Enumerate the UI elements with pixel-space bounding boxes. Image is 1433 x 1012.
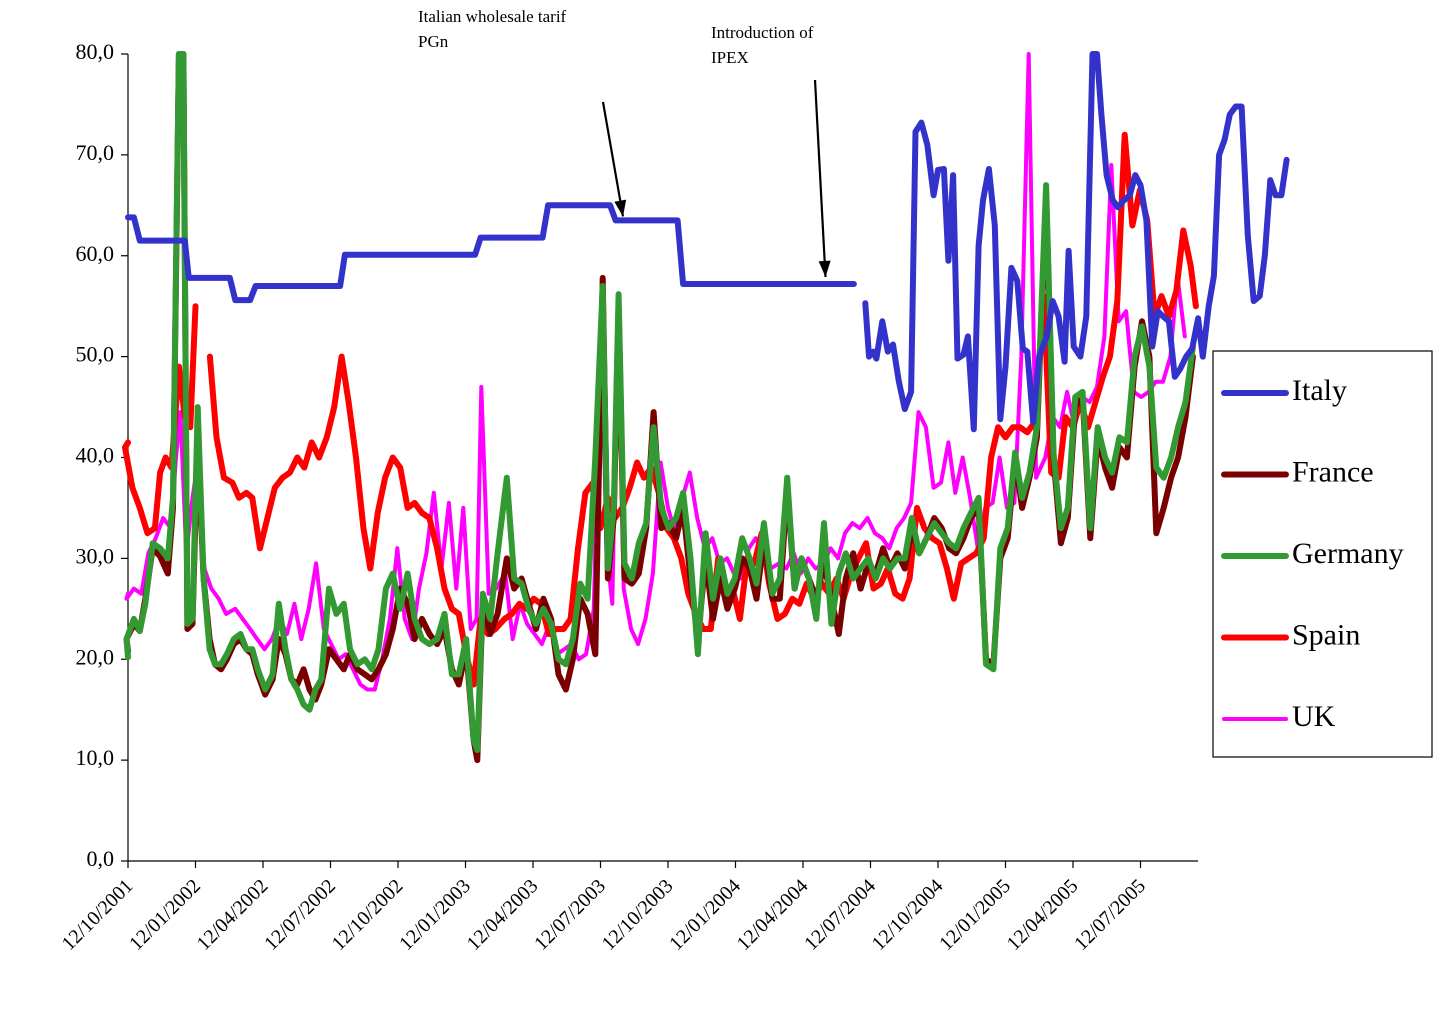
x-tick-label: 12/10/2003 xyxy=(598,875,678,955)
annotation-layer: Italian wholesale tarif PGn Introduction o… xyxy=(418,7,831,278)
x-tick-label: 12/10/2004 xyxy=(868,875,948,955)
x-tick-label: 12/04/2005 xyxy=(1003,875,1083,955)
x-tick-label: 12/10/2001 xyxy=(58,875,138,955)
x-tick-label: 12/07/2002 xyxy=(260,875,340,955)
series-line-uk xyxy=(124,52,1187,692)
legend-label-spain: Spain xyxy=(1292,618,1360,651)
annotation-text: PGn xyxy=(418,32,449,51)
series-layer xyxy=(122,51,1290,764)
y-tick-label: 60,0 xyxy=(76,241,115,266)
legend-label-uk: UK xyxy=(1292,700,1336,733)
series-line-germany xyxy=(123,51,1196,753)
x-tick-label: 12/01/2005 xyxy=(935,875,1015,955)
x-tick-label: 12/04/2004 xyxy=(733,875,813,955)
annotation-arrow xyxy=(601,101,625,217)
legend: Italy France Germany Spain UK xyxy=(1212,350,1433,758)
y-tick-label: 30,0 xyxy=(76,543,115,568)
y-tick-label: 40,0 xyxy=(76,443,115,468)
annotation-text: IPEX xyxy=(711,48,749,67)
y-tick-label: 70,0 xyxy=(76,140,115,165)
y-tick-label: 80,0 xyxy=(76,39,115,64)
x-tick-label: 12/01/2004 xyxy=(665,875,745,955)
x-tick-label: 12/10/2002 xyxy=(328,875,408,955)
y-tick-label: 0,0 xyxy=(87,846,115,871)
y-axis: 0,0 10,0 20,0 30,0 40,0 50,0 60,0 70,0 80,0 xyxy=(76,39,129,871)
x-tick-label: 12/07/2004 xyxy=(800,875,880,955)
x-tick-label: 12/04/2002 xyxy=(193,875,273,955)
y-tick-label: 50,0 xyxy=(76,342,115,367)
annotation-arrowhead xyxy=(614,199,627,217)
x-tick-label: 12/07/2005 xyxy=(1070,875,1150,955)
annotation-text: Introduction of xyxy=(711,23,814,42)
y-tick-label: 20,0 xyxy=(76,644,115,669)
legend-label-italy: Italy xyxy=(1292,374,1347,407)
legend-label-germany: Germany xyxy=(1292,537,1404,570)
x-tick-label: 12/01/2002 xyxy=(125,875,205,955)
x-axis: 12/10/200112/01/200212/04/200212/07/2002… xyxy=(58,860,1198,955)
y-tick-label: 10,0 xyxy=(76,745,115,770)
x-tick-label: 12/07/2003 xyxy=(530,875,610,955)
legend-label-france: France xyxy=(1292,455,1374,488)
series-line-italy xyxy=(125,51,1290,433)
x-tick-label: 12/01/2003 xyxy=(395,875,475,955)
x-tick-label: 12/04/2003 xyxy=(463,875,543,955)
annotation-text: Italian wholesale tarif xyxy=(418,7,567,26)
annotation-arrow xyxy=(813,79,827,278)
annotation-arrowhead xyxy=(818,260,831,277)
